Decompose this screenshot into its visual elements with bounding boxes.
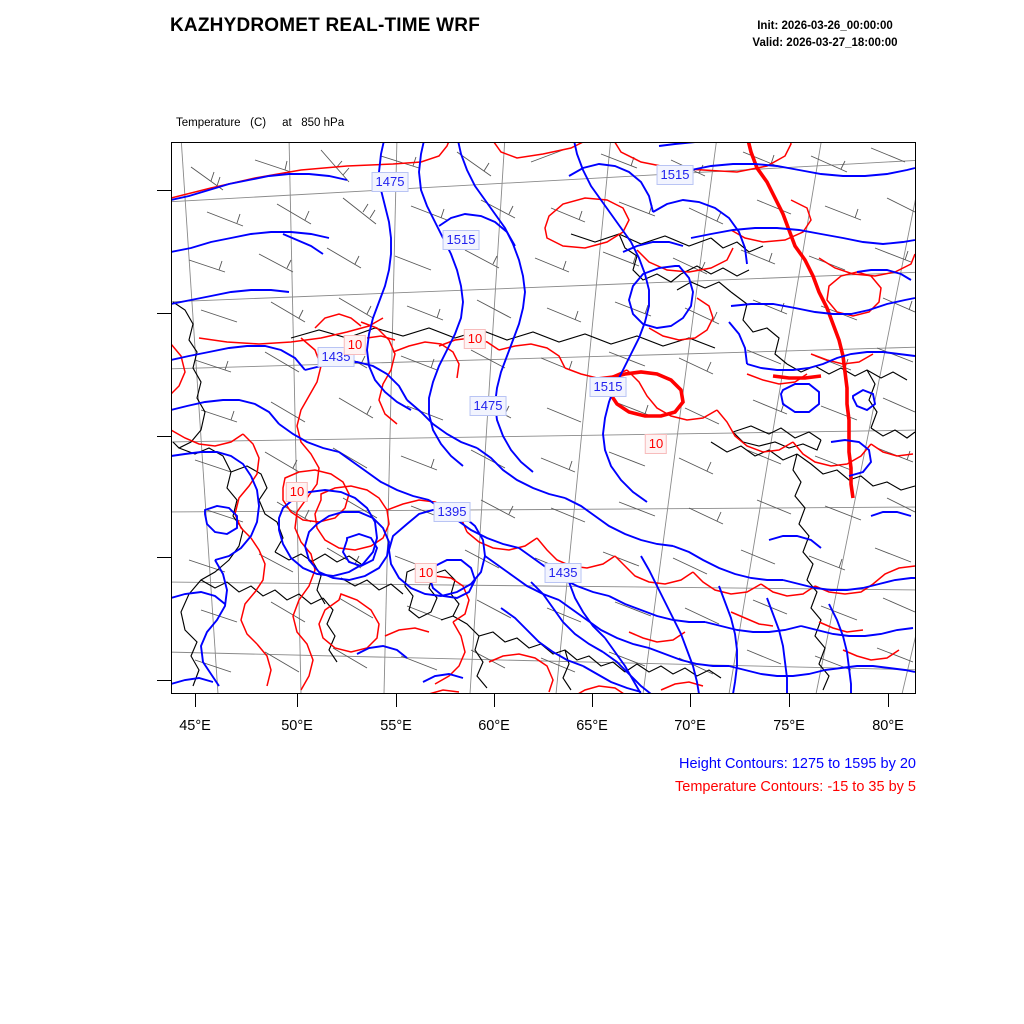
- temperature-contour-label: 10: [414, 563, 438, 583]
- x-tick-mark-75e: [789, 694, 790, 707]
- x-tick-mark-65e: [592, 694, 593, 707]
- temperature-contour-label: 10: [644, 434, 668, 454]
- x-tick-mark-70e: [690, 694, 691, 707]
- height-contour-label: 1515: [656, 165, 694, 185]
- y-tick-mark-55n: [157, 190, 171, 191]
- height-contour-label: 1475: [371, 172, 409, 192]
- x-tick-label-70e: 70°E: [674, 718, 706, 734]
- coastlines-and-borders: [172, 233, 916, 691]
- x-tick-label-80e: 80°E: [872, 718, 904, 734]
- x-tick-mark-60e: [494, 694, 495, 707]
- map-contour-canvas: [171, 142, 916, 694]
- height-contour-label: 1395: [433, 502, 471, 522]
- height-contour-label: 1515: [589, 377, 627, 397]
- y-tick-mark-45n: [157, 436, 171, 437]
- y-tick-mark-40n: [157, 557, 171, 558]
- height-contour-label: 1515: [442, 230, 480, 250]
- contour-legend: Height Contours: 1275 to 1595 by 20 Temp…: [416, 753, 916, 800]
- y-tick-mark-50n: [157, 313, 171, 314]
- height-contour-label: 1435: [544, 563, 582, 583]
- model-run-info: Init: 2026-03-26_00:00:00 Valid: 2026-03…: [700, 18, 950, 51]
- legend-temperature-contours: Temperature Contours: -15 to 35 by 5: [675, 779, 916, 796]
- x-tick-label-55e: 55°E: [380, 718, 412, 734]
- x-tick-mark-55e: [396, 694, 397, 707]
- x-tick-label-75e: 75°E: [773, 718, 805, 734]
- x-tick-label-65e: 65°E: [576, 718, 608, 734]
- temperature-contour-label: 10: [343, 335, 367, 355]
- y-tick-mark-35n: [157, 680, 171, 681]
- x-tick-mark-50e: [297, 694, 298, 707]
- height-contours: [171, 142, 916, 694]
- x-tick-label-50e: 50°E: [281, 718, 313, 734]
- map-plot-area: [171, 142, 916, 694]
- temperature-contour-label: 10: [285, 482, 309, 502]
- x-tick-label-60e: 60°E: [478, 718, 510, 734]
- page-title: KAZHYDROMET REAL-TIME WRF: [170, 15, 481, 36]
- valid-time-label: Valid: 2026-03-27_18:00:00: [752, 36, 898, 49]
- x-tick-label-45e: 45°E: [179, 718, 211, 734]
- x-tick-mark-45e: [195, 694, 196, 707]
- legend-height-contours: Height Contours: 1275 to 1595 by 20: [679, 756, 916, 772]
- x-tick-mark-80e: [888, 694, 889, 707]
- variable-row-temperature: Temperature (C) at 850 hPa: [176, 116, 345, 129]
- temperature-contour-label: 10: [463, 329, 487, 349]
- init-time-label: Init: 2026-03-26_00:00:00: [757, 20, 893, 32]
- height-contour-label: 1475: [469, 396, 507, 416]
